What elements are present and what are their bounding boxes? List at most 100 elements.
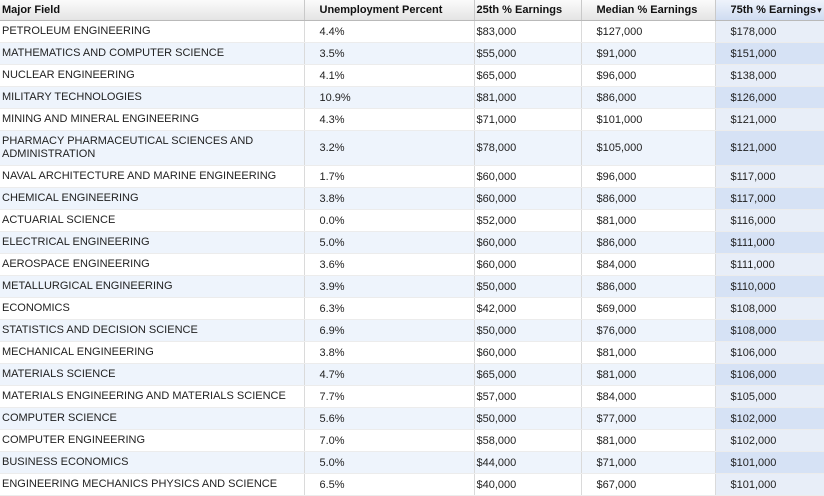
column-header-75th-earnings[interactable]: 75th % Earnings▾	[715, 0, 824, 21]
unemployment-cell: 3.5%	[304, 42, 475, 65]
earnings-25th-cell: $50,000	[474, 319, 582, 342]
unemployment-cell: 4.4%	[304, 20, 475, 43]
earnings-75th-cell: $106,000	[715, 341, 824, 364]
header-row: Major Field Unemployment Percent 25th % …	[0, 0, 824, 21]
table-row[interactable]: ACTUARIAL SCIENCE 0.0% $52,000 $81,000 $116,…	[0, 209, 824, 232]
major-field-cell: ENGINEERING MECHANICS PHYSICS AND SCIENC…	[0, 473, 305, 496]
earnings-25th-cell: $40,000	[474, 473, 582, 496]
sort-descending-icon[interactable]: ▾	[817, 5, 822, 15]
earnings-25th-cell: $60,000	[474, 253, 582, 276]
major-field-cell: PHARMACY PHARMACEUTICAL SCIENCES AND ADM…	[0, 130, 305, 166]
earnings-75th-cell: $102,000	[715, 429, 824, 452]
unemployment-cell: 3.9%	[304, 275, 475, 298]
table-row[interactable]: ECONOMICS 6.3% $42,000 $69,000 $108,000	[0, 297, 824, 320]
earnings-75th-cell: $138,000	[715, 64, 824, 87]
major-field-cell: PETROLEUM ENGINEERING	[0, 20, 305, 43]
major-field-cell: BUSINESS ECONOMICS	[0, 451, 305, 474]
table-row[interactable]: MATHEMATICS AND COMPUTER SCIENCE 3.5% $55,…	[0, 42, 824, 65]
earnings-25th-cell: $65,000	[474, 363, 582, 386]
column-header-label: Major Field	[2, 4, 61, 16]
major-field-cell: ACTUARIAL SCIENCE	[0, 209, 305, 232]
earnings-median-cell: $81,000	[581, 209, 716, 232]
earnings-25th-cell: $55,000	[474, 42, 582, 65]
major-field-cell: ELECTRICAL ENGINEERING	[0, 231, 305, 254]
unemployment-cell: 5.0%	[304, 231, 475, 254]
earnings-median-cell: $77,000	[581, 407, 716, 430]
earnings-75th-cell: $101,000	[715, 473, 824, 496]
earnings-75th-cell: $101,000	[715, 451, 824, 474]
table-row[interactable]: NAVAL ARCHITECTURE AND MARINE ENGINEERIN…	[0, 165, 824, 188]
table-row[interactable]: MECHANICAL ENGINEERING 3.8% $60,000 $81,000…	[0, 341, 824, 364]
table-row[interactable]: METALLURGICAL ENGINEERING 3.9% $50,000 $86,…	[0, 275, 824, 298]
unemployment-cell: 3.2%	[304, 130, 475, 166]
major-field-cell: CHEMICAL ENGINEERING	[0, 187, 305, 210]
unemployment-cell: 6.3%	[304, 297, 475, 320]
major-field-cell: NAVAL ARCHITECTURE AND MARINE ENGINEERIN…	[0, 165, 305, 188]
unemployment-cell: 1.7%	[304, 165, 475, 188]
earnings-median-cell: $86,000	[581, 231, 716, 254]
table-row[interactable]: AEROSPACE ENGINEERING 3.6% $60,000 $84,000 $…	[0, 253, 824, 276]
earnings-median-cell: $96,000	[581, 64, 716, 87]
earnings-25th-cell: $81,000	[474, 86, 582, 109]
unemployment-cell: 7.0%	[304, 429, 475, 452]
major-field-cell: MATERIALS ENGINEERING AND MATERIALS SCIE…	[0, 385, 305, 408]
table-row[interactable]: ENGINEERING MECHANICS PHYSICS AND SCIENC…	[0, 473, 824, 496]
table-row[interactable]: PHARMACY PHARMACEUTICAL SCIENCES AND ADM…	[0, 130, 824, 166]
earnings-25th-cell: $65,000	[474, 64, 582, 87]
earnings-median-cell: $67,000	[581, 473, 716, 496]
column-header-major-field[interactable]: Major Field	[0, 0, 305, 21]
table-row[interactable]: STATISTICS AND DECISION SCIENCE 6.9% $50,0…	[0, 319, 824, 342]
earnings-median-cell: $81,000	[581, 429, 716, 452]
table-row[interactable]: PETROLEUM ENGINEERING 4.4% $83,000 $127,000…	[0, 20, 824, 43]
unemployment-cell: 6.9%	[304, 319, 475, 342]
table-row[interactable]: MINING AND MINERAL ENGINEERING 4.3% $71,00…	[0, 108, 824, 131]
earnings-75th-cell: $121,000	[715, 108, 824, 131]
column-header-label: Unemployment Percent	[319, 4, 443, 16]
earnings-75th-cell: $106,000	[715, 363, 824, 386]
table-row[interactable]: COMPUTER SCIENCE 5.6% $50,000 $77,000 $102,0…	[0, 407, 824, 430]
table-row[interactable]: CHEMICAL ENGINEERING 3.8% $60,000 $86,000 $1…	[0, 187, 824, 210]
major-field-cell: COMPUTER SCIENCE	[0, 407, 305, 430]
earnings-25th-cell: $58,000	[474, 429, 582, 452]
table-row[interactable]: BUSINESS ECONOMICS 5.0% $44,000 $71,000 $101…	[0, 451, 824, 474]
earnings-75th-cell: $111,000	[715, 253, 824, 276]
earnings-25th-cell: $60,000	[474, 341, 582, 364]
earnings-25th-cell: $50,000	[474, 275, 582, 298]
unemployment-cell: 4.3%	[304, 108, 475, 131]
column-header-median-earnings[interactable]: Median % Earnings	[581, 0, 716, 21]
table-row[interactable]: MATERIALS ENGINEERING AND MATERIALS SCIE…	[0, 385, 824, 408]
unemployment-cell: 5.0%	[304, 451, 475, 474]
earnings-75th-cell: $102,000	[715, 407, 824, 430]
earnings-75th-cell: $117,000	[715, 165, 824, 188]
major-field-cell: MINING AND MINERAL ENGINEERING	[0, 108, 305, 131]
unemployment-cell: 3.8%	[304, 187, 475, 210]
earnings-25th-cell: $71,000	[474, 108, 582, 131]
earnings-25th-cell: $42,000	[474, 297, 582, 320]
table-row[interactable]: NUCLEAR ENGINEERING 4.1% $65,000 $96,000 $13…	[0, 64, 824, 87]
earnings-75th-cell: $111,000	[715, 231, 824, 254]
earnings-75th-cell: $126,000	[715, 86, 824, 109]
major-field-cell: MILITARY TECHNOLOGIES	[0, 86, 305, 109]
major-field-cell: MATHEMATICS AND COMPUTER SCIENCE	[0, 42, 305, 65]
earnings-75th-cell: $108,000	[715, 319, 824, 342]
column-header-25th-earnings[interactable]: 25th % Earnings	[474, 0, 582, 21]
table-body: PETROLEUM ENGINEERING 4.4% $83,000 $127,000…	[0, 20, 824, 496]
earnings-median-cell: $96,000	[581, 165, 716, 188]
table-row[interactable]: COMPUTER ENGINEERING 7.0% $58,000 $81,000 $1…	[0, 429, 824, 452]
earnings-median-cell: $81,000	[581, 363, 716, 386]
earnings-25th-cell: $52,000	[474, 209, 582, 232]
earnings-25th-cell: $83,000	[474, 20, 582, 43]
column-header-label: 75th % Earnings	[730, 4, 817, 16]
earnings-25th-cell: $57,000	[474, 385, 582, 408]
earnings-25th-cell: $78,000	[474, 130, 582, 166]
table-row[interactable]: MATERIALS SCIENCE 4.7% $65,000 $81,000 $106,…	[0, 363, 824, 386]
earnings-75th-cell: $105,000	[715, 385, 824, 408]
earnings-25th-cell: $44,000	[474, 451, 582, 474]
table-row[interactable]: ELECTRICAL ENGINEERING 5.0% $60,000 $86,000…	[0, 231, 824, 254]
column-header-unemployment[interactable]: Unemployment Percent	[304, 0, 475, 21]
major-field-cell: STATISTICS AND DECISION SCIENCE	[0, 319, 305, 342]
earnings-median-cell: $76,000	[581, 319, 716, 342]
table-row[interactable]: MILITARY TECHNOLOGIES 10.9% $81,000 $86,000…	[0, 86, 824, 109]
major-field-cell: ECONOMICS	[0, 297, 305, 320]
